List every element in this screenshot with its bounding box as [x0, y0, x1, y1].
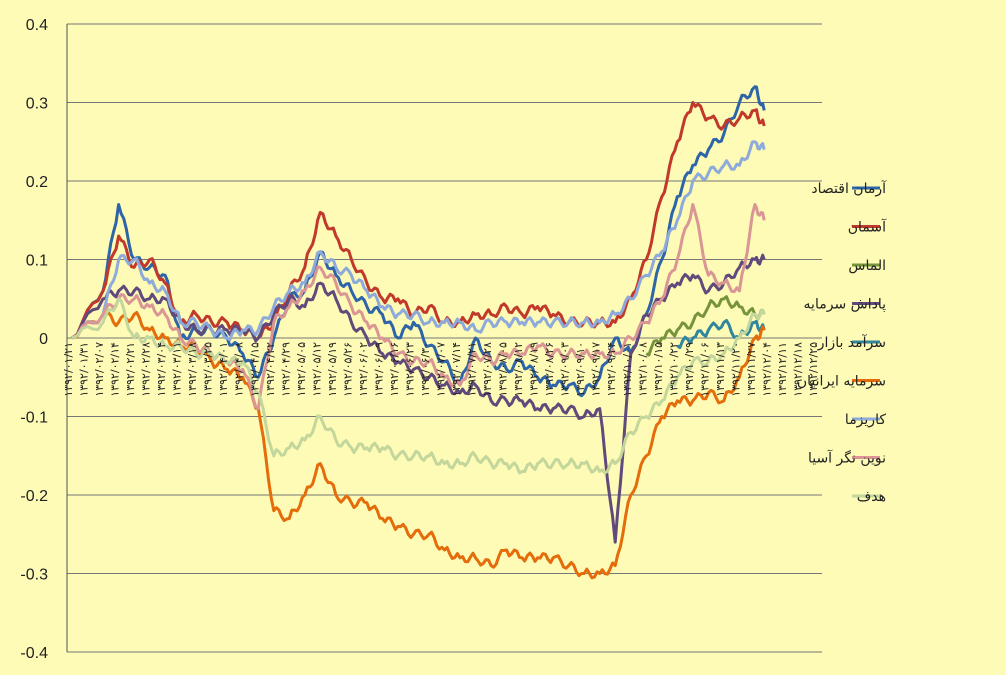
x-tick-label: ۱۳۹۲/۰۳/۰۴: [155, 342, 168, 397]
y-tick-label: 0.2: [26, 174, 48, 191]
y-tick-label: 0.3: [26, 96, 48, 113]
legend-label: نوین نگر آسیا: [808, 450, 886, 467]
series-line: [71, 203, 766, 411]
x-tick-label: ۱۳۹۲/۰۴/۲۲: [264, 342, 277, 397]
legend-label: آسمان: [848, 219, 887, 236]
x-tick-label: ۱۳۹۲/۰۷/۰۷: [435, 342, 448, 397]
x-tick-label: ۱۳۹۲/۱۱/۲۰: [729, 342, 742, 397]
x-tick-label: ۱۳۹۲/۰۸/۰۵: [497, 342, 510, 397]
y-tick-label: -0.2: [20, 488, 48, 505]
x-tick-label: ۱۳۹۲/۰۴/۱۵: [248, 342, 261, 397]
series-line: [676, 318, 766, 350]
series-line: [71, 253, 766, 544]
series-line: [71, 140, 766, 342]
x-tick-label: ۱۳۹۲/۱۱/۰۶: [698, 342, 711, 397]
x-tick-label: ۱۳۹۲/۱۲/۲۵: [807, 342, 820, 397]
x-tick-label: ۱۳۹۲/۰۵/۲۶: [341, 342, 354, 397]
x-tick-label: ۱۳۹۲/۰۳/۱۱: [171, 342, 184, 397]
x-tick-label: ۱۳۹۲/۰۶/۱۶: [388, 342, 401, 397]
x-tick-label: ۱۳۹۲/۰۲/۲۸: [140, 342, 153, 397]
y-axis-ticks: 0.4 0.3 0.2 0.1 0 -0.1 -0.2 -0.3 -0.4: [20, 17, 48, 662]
y-tick-label: 0.1: [26, 253, 48, 270]
x-tick-label: ۱۳۹۲/۰۵/۰۵: [295, 342, 308, 397]
x-tick-label: ۱۳۹۲/۰۱/۳۱: [78, 342, 91, 397]
y-tick-label: -0.1: [20, 410, 48, 427]
x-tick-label: ۱۳۹۲/۰۳/۲۵: [202, 342, 215, 397]
x-tick-label: ۱۳۹۲/۰۹/۱۷: [590, 342, 603, 397]
legend-label: الماس: [848, 258, 886, 274]
x-tick-label: ۱۳۹۲/۰۹/۱۰: [574, 342, 587, 397]
x-tick-label: ۱۳۹۲/۱۱/۲۷: [745, 342, 758, 397]
gridlines: [66, 23, 822, 653]
x-tick-label: ۱۳۹۲/۰۲/۰۷: [93, 342, 106, 397]
x-tick-label: ۱۳۹۲/۰۷/۱۴: [450, 342, 463, 397]
x-axis-ticks: ۱۳۹۲/۰۱/۲۱ ۱۳۹۲/۰۱/۳۱ ۱۳۹۲/۰۲/۰۷ ۱۳۹۲/۰۲/۱۴…: [62, 342, 820, 397]
legend-label: هدف: [857, 489, 886, 505]
x-tick-label: ۱۳۹۲/۰۲/۱۴: [109, 342, 122, 397]
x-tick-label: ۱۳۹۲/۱۰/۰۱: [621, 342, 634, 397]
x-tick-label: ۱۳۹۲/۰۵/۱۹: [326, 342, 339, 397]
x-tick-label: ۱۳۹۲/۱۲/۱۱: [776, 342, 789, 397]
x-tick-label: ۱۳۹۲/۰۴/۰۸: [233, 342, 246, 397]
x-tick-label: ۱۳۹۲/۰۸/۲۶: [543, 342, 556, 397]
x-tick-label: ۱۳۹۲/۰۶/۳۰: [419, 342, 432, 397]
y-tick-label: -0.3: [20, 567, 48, 584]
y-tick-label: 0: [39, 331, 48, 348]
y-tick-label: 0.4: [26, 17, 48, 34]
x-tick-label: ۱۳۹۲/۰۹/۲۴: [605, 342, 618, 397]
x-tick-label: ۱۳۹۲/۰۶/۲۳: [404, 342, 417, 397]
x-tick-label: ۱۳۹۲/۰۹/۰۳: [559, 342, 572, 397]
y-tick-label: -0.4: [20, 645, 48, 662]
x-tick-label: ۱۳۹۲/۱۰/۲۲: [667, 342, 680, 397]
series-line: [71, 297, 766, 475]
x-tick-label: ۱۳۹۲/۰۲/۲۱: [124, 342, 137, 397]
x-tick-label: ۱۳۹۲/۰۶/۰۲: [357, 342, 370, 397]
x-tick-label: ۱۳۹۲/۰۴/۲۹: [279, 342, 292, 397]
legend: آرمان اقتصاد آسمان الماس پاداش سرمایه سرآمد …: [797, 180, 887, 505]
series-lines: [71, 85, 766, 580]
x-tick-label: ۱۳۹۲/۰۴/۰۱: [217, 342, 230, 397]
legend-label: سرآمد بازار: [817, 334, 886, 351]
x-tick-label: ۱۳۹۲/۱۰/۱۵: [652, 342, 665, 397]
x-tick-label: ۱۳۹۲/۱۰/۰۸: [636, 342, 649, 397]
series-line: [71, 101, 766, 342]
x-tick-label: ۱۳۹۲/۰۷/۲۸: [481, 342, 494, 397]
x-tick-label: ۱۳۹۲/۱۱/۱۳: [714, 342, 727, 397]
x-tick-label: ۱۳۹۲/۰۶/۰۹: [372, 342, 385, 397]
x-tick-label: ۱۳۹۲/۰۸/۱۹: [528, 342, 541, 397]
x-tick-label: ۱۳۹۲/۰۱/۲۱: [62, 342, 75, 397]
series-line: [645, 295, 766, 357]
x-tick-label: ۱۳۹۲/۰۳/۱۸: [186, 342, 199, 397]
x-tick-label: ۱۳۹۲/۱۰/۲۹: [683, 342, 696, 397]
legend-label: سرمایه ایرانیان: [797, 374, 886, 390]
legend-label: پاداش سرمایه: [804, 297, 887, 313]
legend-label: کاریزما: [845, 412, 886, 428]
x-tick-label: ۱۳۹۲/۰۵/۱۲: [310, 342, 323, 397]
x-tick-label: ۱۳۹۲/۰۷/۲۱: [466, 342, 479, 397]
x-tick-label: ۱۳۹۲/۰۸/۱۲: [512, 342, 525, 397]
x-tick-label: ۱۳۹۲/۱۲/۱۸: [792, 342, 805, 397]
x-tick-label: ۱۳۹۲/۱۲/۰۴: [760, 342, 773, 397]
legend-label: آرمان اقتصاد: [811, 180, 887, 197]
